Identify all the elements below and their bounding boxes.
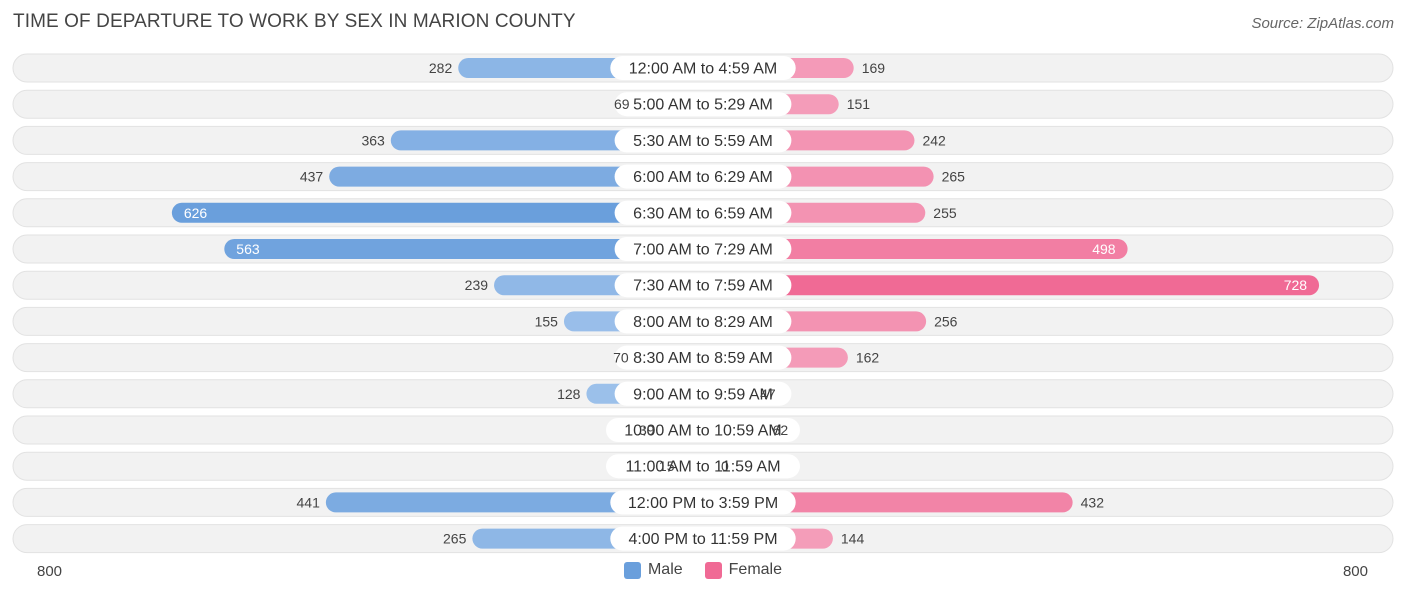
category-label: 9:00 AM to 9:59 AM (633, 386, 773, 403)
category-pill (614, 345, 792, 370)
value-label-female: 62 (773, 422, 789, 438)
category-pill (614, 309, 792, 334)
value-label-male: 39 (639, 422, 655, 438)
category-label: 6:00 AM to 6:29 AM (633, 169, 773, 186)
category-pill (610, 56, 796, 80)
source-label: Source: ZipAtlas.com (1251, 15, 1394, 32)
value-label-female: 432 (1081, 494, 1105, 510)
bar-female (703, 492, 1073, 513)
value-label-female: 47 (760, 386, 776, 402)
value-label-female: 498 (1092, 241, 1116, 257)
category-label: 12:00 PM to 3:59 PM (628, 495, 778, 512)
category-label: 7:00 AM to 7:29 AM (633, 242, 773, 259)
category-label: 5:00 AM to 5:29 AM (633, 97, 773, 114)
category-label: 11:00 AM to 11:59 AM (625, 459, 780, 476)
value-label-male: 128 (557, 386, 581, 402)
bar-male (329, 166, 703, 187)
legend-item-female[interactable]: Female (704, 561, 783, 579)
legend-swatch-male (623, 561, 641, 579)
bar-male (171, 202, 704, 223)
value-label-male: 239 (465, 277, 489, 293)
category-pill (610, 490, 796, 515)
legend-swatch-female (704, 561, 722, 579)
bar-female (703, 239, 1128, 259)
value-label-female: 265 (942, 169, 966, 185)
value-label-male: 70 (613, 350, 629, 366)
value-label-female: 144 (841, 531, 865, 547)
bar-female (703, 275, 1320, 296)
bar-male (325, 492, 703, 513)
value-label-female: 169 (862, 60, 886, 76)
axis-label-left: 800 (37, 563, 63, 580)
value-label-male: 441 (297, 494, 321, 510)
value-label-female: 162 (856, 350, 880, 366)
chart: 12:00 AM to 4:59 AM 282 169 5:00 AM to 5:29… (12, 53, 1394, 554)
category-label: 12:00 AM to 4:59 AM (629, 61, 778, 78)
category-pill (610, 526, 796, 551)
value-label-female: 255 (933, 205, 957, 221)
chart-title: TIME OF DEPARTURE TO WORK BY SEX IN MARI… (13, 11, 576, 32)
value-label-female: 242 (922, 132, 946, 148)
legend-item-male[interactable]: Male (623, 561, 683, 579)
value-label-male: 282 (429, 60, 453, 76)
category-label: 6:30 AM to 6:59 AM (633, 205, 773, 222)
value-label-male: 15 (659, 458, 675, 474)
category-pill (614, 164, 792, 189)
category-label: 4:00 PM to 11:59 PM (628, 531, 777, 548)
category-pill (614, 200, 792, 225)
value-label-male: 563 (236, 241, 260, 257)
category-label: 7:30 AM to 7:59 AM (633, 278, 773, 295)
value-label-male: 69 (614, 96, 630, 112)
category-label: 10:00 AM to 10:59 AM (624, 423, 781, 440)
value-label-female: 151 (847, 96, 871, 112)
value-label-male: 363 (361, 132, 385, 148)
category-pill (614, 237, 792, 261)
value-label-male: 437 (300, 169, 324, 185)
legend-label-female: Female (728, 561, 783, 578)
category-label: 5:30 AM to 5:59 AM (633, 133, 773, 150)
value-label-male: 155 (535, 313, 559, 329)
bar-male (224, 239, 704, 259)
category-pill (614, 273, 792, 298)
category-pill (606, 454, 800, 479)
category-pill (614, 92, 792, 117)
value-label-female: 0 (721, 458, 729, 474)
value-label-male: 265 (443, 531, 467, 547)
category-pill (614, 128, 792, 153)
legend: Male Female (0, 561, 1406, 579)
legend-label-male: Male (647, 561, 683, 578)
axis-label-right: 800 (1342, 563, 1368, 580)
category-label: 8:00 AM to 8:29 AM (633, 314, 773, 331)
category-pill (606, 418, 800, 442)
category-pill (614, 381, 792, 406)
value-label-male: 626 (184, 205, 208, 221)
category-label: 8:30 AM to 8:59 AM (633, 350, 773, 367)
value-label-female: 728 (1284, 277, 1308, 293)
value-label-female: 256 (934, 313, 958, 329)
